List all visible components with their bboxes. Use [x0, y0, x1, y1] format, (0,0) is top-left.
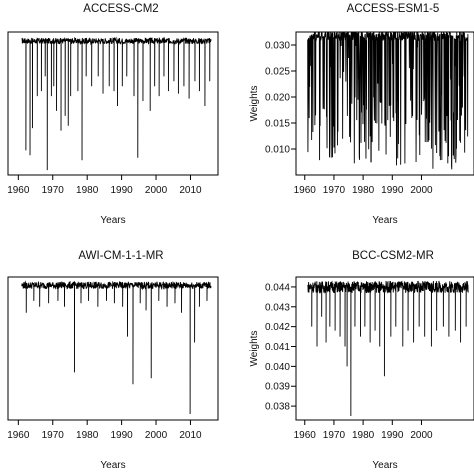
- x-tick-label: 1960: [7, 430, 30, 441]
- y-tick-label: 0.040: [265, 362, 290, 373]
- y-tick-label: 0.043: [265, 302, 290, 313]
- x-tick-label: 2000: [410, 185, 433, 196]
- x-tick-label: 1970: [42, 185, 65, 196]
- x-tick-label: 1980: [352, 430, 375, 441]
- x-tick-label: 1990: [110, 430, 133, 441]
- x-tick-label: 1990: [381, 430, 404, 441]
- x-tick-label: 1960: [294, 185, 317, 196]
- y-tick-label: 0.015: [265, 119, 290, 130]
- plot-frame: [295, 276, 474, 421]
- x-tick-label: 2000: [410, 430, 433, 441]
- chart-title: AWI-CM-1-1-MR: [78, 250, 163, 262]
- x-tick-label: 1960: [294, 430, 317, 441]
- x-axis-label: Years: [100, 215, 125, 226]
- chart-panel-2: ACCESS-ESM1-5 1960 1970 1980 1990 2000 0.010 0.…: [249, 3, 474, 226]
- x-tick-label: 1970: [42, 430, 65, 441]
- x-tick-label: 1980: [76, 430, 99, 441]
- y-tick-label: 0.030: [265, 41, 290, 52]
- series-line: [307, 32, 469, 170]
- y-tick-label: 0.010: [265, 145, 290, 156]
- y-axis-label: Weights: [249, 86, 260, 122]
- x-tick-label: 2000: [145, 430, 168, 441]
- x-tick-label: 1960: [7, 185, 30, 196]
- x-tick-label: 2000: [145, 185, 168, 196]
- x-tick-label: 2010: [179, 430, 202, 441]
- x-tick-label: 1990: [110, 185, 133, 196]
- y-tick-label: 0.039: [265, 382, 290, 393]
- x-axis-label: Years: [372, 215, 397, 226]
- x-tick-label: 1990: [381, 185, 404, 196]
- y-tick-label: 0.038: [265, 402, 290, 413]
- plot-frame: [295, 31, 474, 176]
- x-tick-label: 1980: [76, 185, 99, 196]
- series-line: [21, 280, 212, 415]
- plot-frame: [7, 276, 219, 421]
- series-line: [307, 280, 469, 417]
- chart-panel-1: ACCESS-CM2 1960 1970 1980 1990 2000 2010 Years: [7, 3, 219, 226]
- x-axis-label: Years: [372, 460, 397, 471]
- x-tick-label: 2010: [179, 185, 202, 196]
- chart-title: BCC-CSM2-MR: [352, 250, 434, 262]
- plot-frame: [7, 31, 219, 176]
- y-tick-label: 0.025: [265, 67, 290, 78]
- chart-title: ACCESS-ESM1-5: [347, 3, 440, 15]
- y-tick-label: 0.041: [265, 342, 290, 353]
- y-tick-label: 0.020: [265, 93, 290, 104]
- chart-panel-4: BCC-CSM2-MR 1960 1970 1980 1990 2000 0.038 0.03…: [249, 250, 474, 471]
- x-tick-label: 1970: [323, 185, 346, 196]
- y-axis-label: Weights: [249, 331, 260, 367]
- y-tick-label: 0.044: [265, 282, 290, 293]
- chart-title: ACCESS-CM2: [83, 3, 158, 15]
- x-tick-label: 1980: [352, 185, 375, 196]
- series-line: [21, 36, 212, 171]
- x-tick-label: 1970: [323, 430, 346, 441]
- y-tick-label: 0.042: [265, 322, 290, 333]
- x-axis-label: Years: [100, 460, 125, 471]
- chart-panel-3: AWI-CM-1-1-MR 1960 1970 1980 1990 2000 2010 Yea…: [7, 250, 219, 471]
